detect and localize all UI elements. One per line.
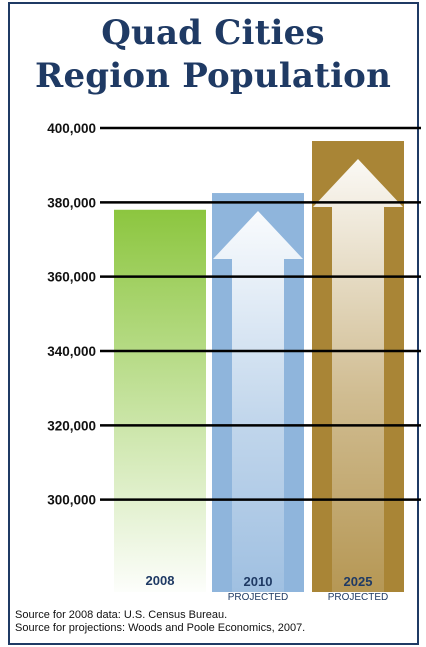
y-tick-label: 340,000 [47, 344, 96, 359]
category-sublabel-2010: PROJECTED [228, 592, 289, 603]
y-tick-label: 360,000 [47, 270, 96, 285]
chart-title-line-1: Quad Cities [101, 13, 325, 53]
bar-2008 [114, 209, 206, 592]
bar-2010-arrow-icon [213, 211, 303, 592]
y-tick-label: 380,000 [47, 195, 96, 210]
category-label-2010: 2010 [244, 574, 273, 589]
category-sublabel-2025: PROJECTED [328, 592, 389, 603]
category-label-2008: 2008 [146, 573, 175, 588]
bar-2025-arrow-icon [313, 159, 403, 592]
y-tick-label: 320,000 [47, 418, 96, 433]
chart-title-line-2: Region Population [34, 56, 391, 96]
category-label-2025: 2025 [344, 574, 373, 589]
y-tick-label: 300,000 [47, 493, 96, 508]
grid-layer [100, 126, 421, 501]
labels-layer: 300,000 320,000 340,000 360,000 380,000 400,0… [47, 121, 388, 603]
bars-layer [114, 141, 404, 592]
source-note-census: Source for 2008 data: U.S. Census Bureau… [15, 609, 228, 621]
source-note-projections: Source for projections: Woods and Poole … [15, 622, 306, 634]
y-tick-label: 400,000 [47, 121, 96, 136]
